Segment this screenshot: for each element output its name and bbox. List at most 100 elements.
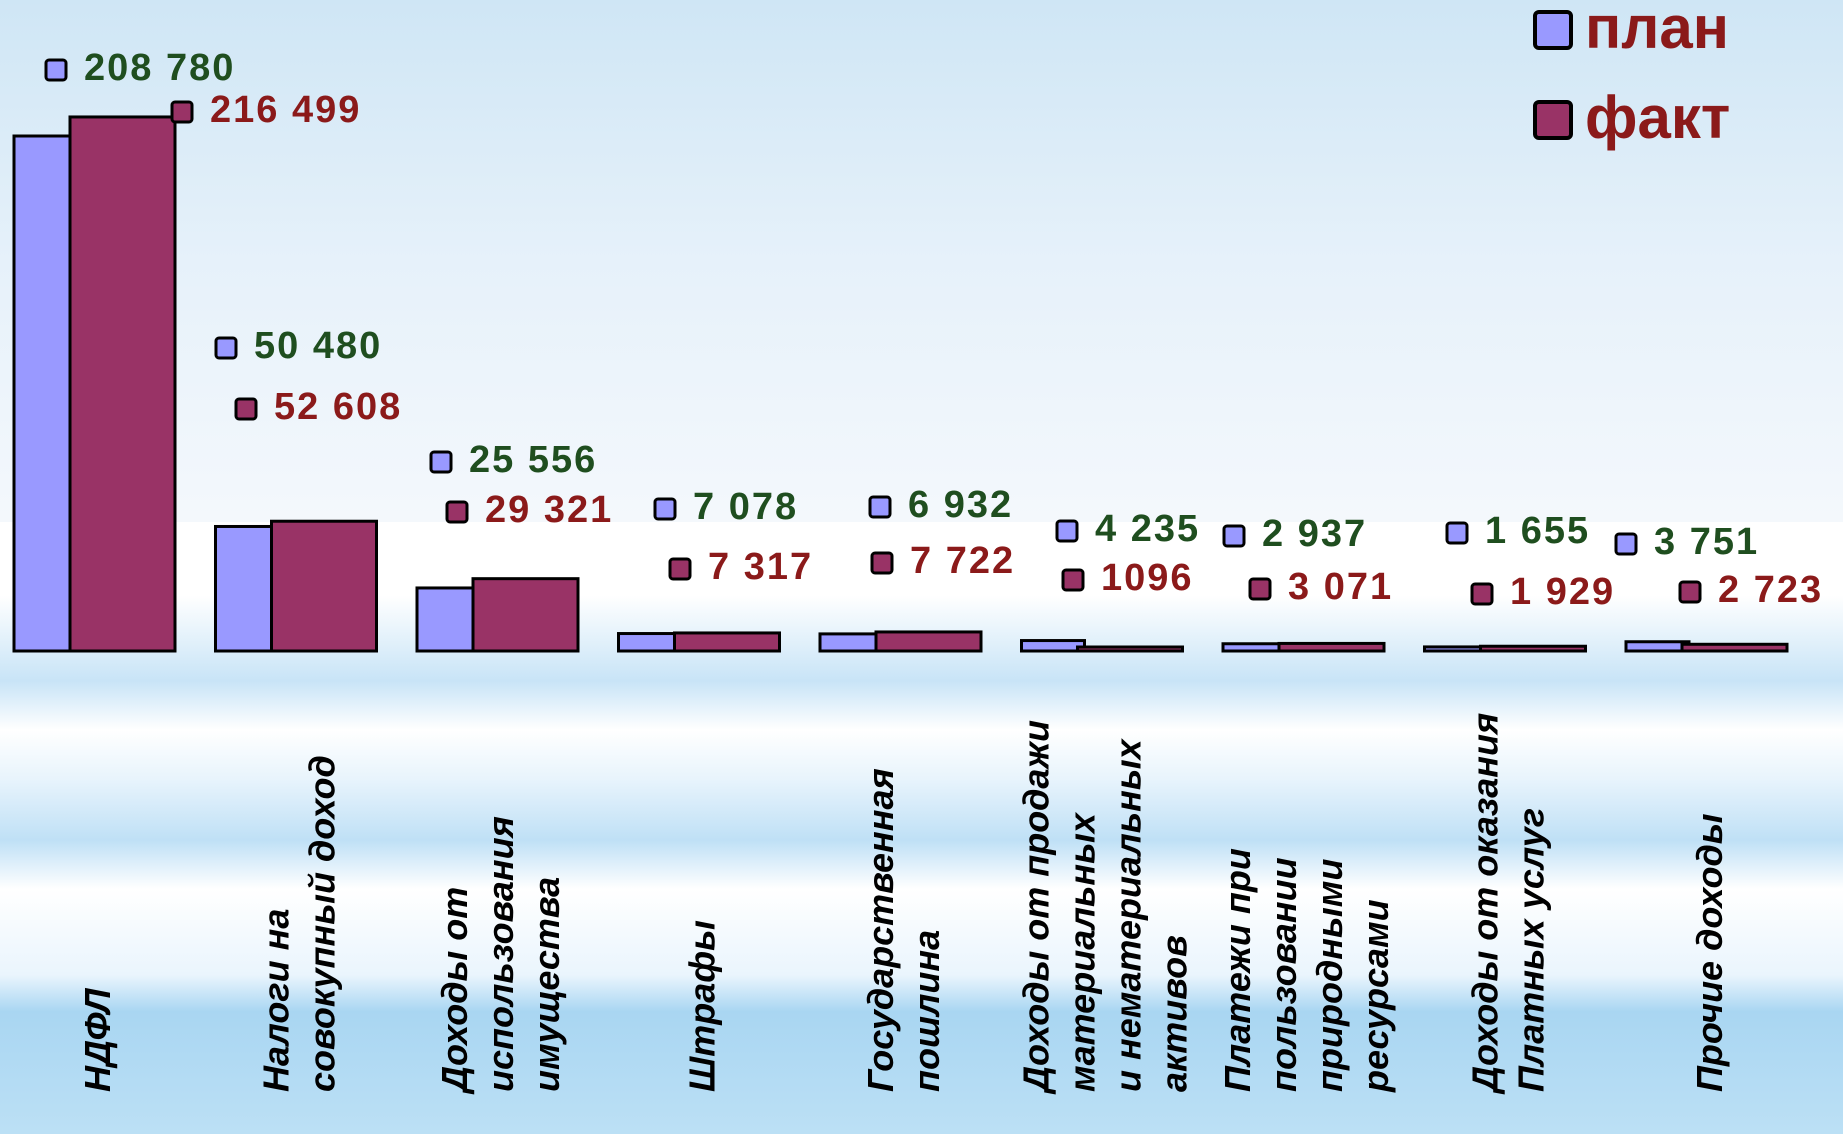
background-top: [0, 0, 1843, 522]
x-tick-label-7-line-3: природными: [1309, 859, 1350, 1092]
data-label-plan-3-key: [429, 450, 453, 474]
data-label-fact-2-key: [234, 397, 258, 421]
bar-fact-3: [471, 577, 580, 653]
data-label-plan-8: 1 655: [1445, 510, 1590, 552]
bar-fact-1: [68, 115, 177, 653]
x-tick-label-7-line-2: пользовании: [1263, 857, 1304, 1092]
data-label-fact-1-key: [170, 100, 194, 124]
data-label-plan-6: 4 235: [1055, 508, 1200, 550]
data-label-fact-6-text: 1096: [1101, 557, 1194, 599]
x-tick-label-1-line-1: НДФЛ: [77, 987, 118, 1092]
x-tick-label-3-line-2: использования: [480, 816, 521, 1092]
legend-item-fact-swatch: [1533, 100, 1573, 140]
data-label-plan-3: 25 556: [429, 439, 597, 481]
x-tick-label-7: Платежи при пользовании природными ресурсам…: [1217, 848, 1396, 1093]
bar-plan-4: [617, 632, 683, 653]
bar-plan-3: [415, 586, 482, 653]
x-tick-label-1: НДФЛ: [77, 987, 118, 1092]
data-label-plan-6-text: 4 235: [1095, 508, 1200, 550]
legend-item-fact-label: факт: [1585, 84, 1730, 151]
x-tick-label-8: Доходы от оказания Платных услуг: [1465, 713, 1552, 1095]
data-label-fact-8: 1 929: [1470, 571, 1613, 613]
bar-fact-4: [673, 631, 781, 653]
data-label-plan-5-key: [868, 495, 892, 519]
data-label-fact-9-key: [1678, 580, 1702, 604]
data-label-plan-9-key: [1614, 532, 1638, 556]
data-label-plan-2-text: 50 480: [254, 325, 382, 367]
x-tick-label-8-line-1: Доходы от оказания: [1465, 713, 1506, 1095]
data-label-fact-5-text: 7 722: [910, 540, 1015, 582]
x-tick-label-8-line-2: Платных услуг: [1511, 808, 1552, 1092]
data-label-plan-3-text: 25 556: [469, 439, 597, 481]
x-tick-label-2: Налоги на совокупный доход: [256, 755, 343, 1092]
data-label-plan-7: 2 937: [1222, 513, 1367, 555]
data-label-plan-9: 3 751: [1614, 521, 1759, 563]
data-label-fact-5: 7 722: [870, 540, 1015, 582]
bar-plan-5: [818, 632, 885, 653]
data-label-plan-7-text: 2 937: [1262, 513, 1367, 555]
bar-fact-2: [270, 519, 378, 653]
data-label-fact-9: 2 723: [1678, 569, 1823, 611]
data-label-plan-8-text: 1 655: [1485, 510, 1590, 552]
data-label-fact-8-key: [1470, 582, 1494, 606]
data-label-fact-6-key: [1061, 568, 1085, 592]
data-label-plan-1-key: [44, 58, 68, 82]
data-label-fact-2-text: 52 608: [274, 386, 402, 428]
bar-plan-6: [1020, 639, 1086, 653]
bar-fact-7: [1277, 641, 1386, 653]
data-label-fact-1-text: 216 499: [210, 89, 361, 131]
bar-fact-8: [1479, 644, 1587, 653]
data-label-fact-7: 3 071: [1248, 566, 1393, 608]
data-label-fact-1: 216 499: [170, 89, 361, 131]
bar-plan-8: [1423, 645, 1489, 653]
bar-fact-6: [1076, 645, 1184, 653]
data-label-plan-4: 7 078: [653, 486, 798, 528]
bars-layer: [12, 115, 1789, 653]
bar-fact-9: [1680, 642, 1789, 653]
x-tick-label-5-line-2: пошлина: [906, 930, 947, 1092]
legend-item-plan: план: [1533, 0, 1729, 61]
legend-item-fact: факт: [1533, 84, 1730, 151]
x-axis-labels: НДФЛ Налоги на совокупный доход Доходы от ис…: [77, 713, 1730, 1095]
data-label-plan-5: 6 932: [868, 484, 1013, 526]
bar-plan-7: [1221, 642, 1288, 653]
data-label-fact-4: 7 317: [668, 546, 813, 588]
bar-fact-5: [874, 630, 983, 653]
data-label-fact-4-text: 7 317: [708, 546, 813, 588]
data-label-plan-5-text: 6 932: [908, 484, 1013, 526]
x-tick-label-6: Доходы от продажи материальных и нематериа…: [1016, 720, 1195, 1095]
data-label-plan-4-key: [653, 497, 677, 521]
x-tick-label-2-line-2: совокупный доход: [302, 755, 343, 1092]
data-label-plan-9-text: 3 751: [1654, 521, 1759, 563]
data-label-fact-7-text: 3 071: [1288, 566, 1393, 608]
data-label-plan-7-key: [1222, 524, 1246, 548]
data-label-plan-6-key: [1055, 519, 1079, 543]
x-tick-label-2-line-1: Налоги на: [256, 909, 297, 1092]
bar-plan-1: [12, 134, 79, 653]
data-label-fact-2: 52 608: [234, 386, 402, 428]
x-tick-label-5-line-1: Государственная: [860, 768, 901, 1092]
x-tick-label-9: Прочие доходы: [1689, 813, 1730, 1092]
x-tick-label-4-line-1: Штрафы: [682, 920, 723, 1092]
x-tick-label-3: Доходы от использования имущества: [434, 816, 567, 1095]
x-tick-label-6-line-1: Доходы от продажи: [1016, 720, 1057, 1095]
legend: план факт: [1533, 0, 1730, 151]
bar-plan-2: [214, 524, 280, 653]
bar-plan-9: [1624, 640, 1691, 653]
data-label-fact-3-text: 29 321: [485, 489, 613, 531]
data-label-plan-1: 208 780: [44, 47, 233, 89]
x-tick-label-7-line-4: ресурсами: [1355, 899, 1396, 1093]
x-tick-label-4: Штрафы: [682, 920, 723, 1092]
data-label-plan-4-text: 7 078: [693, 486, 798, 528]
x-tick-label-6-line-3: и нематериальных: [1108, 737, 1149, 1092]
data-label-plan-2: 50 480: [214, 325, 382, 367]
data-label-fact-6: 1096: [1061, 557, 1194, 599]
data-label-plan-2-key: [214, 336, 238, 360]
x-tick-label-3-line-3: имущества: [526, 877, 567, 1092]
data-label-fact-5-key: [870, 551, 894, 575]
data-label-fact-9-text: 2 723: [1718, 569, 1823, 611]
x-tick-label-6-line-2: материальных: [1062, 811, 1103, 1092]
